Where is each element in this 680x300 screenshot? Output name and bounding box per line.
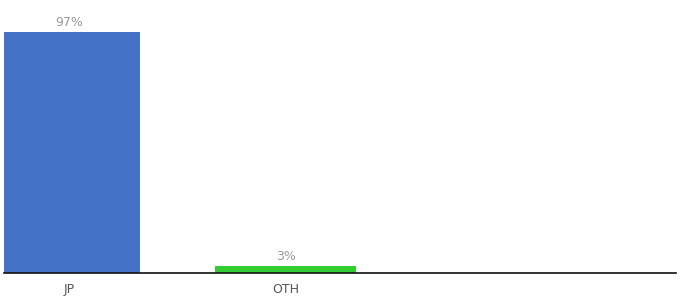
Text: 97%: 97% xyxy=(55,16,83,29)
Text: 3%: 3% xyxy=(276,250,296,263)
Bar xyxy=(0,32,139,273)
Bar xyxy=(216,266,356,273)
